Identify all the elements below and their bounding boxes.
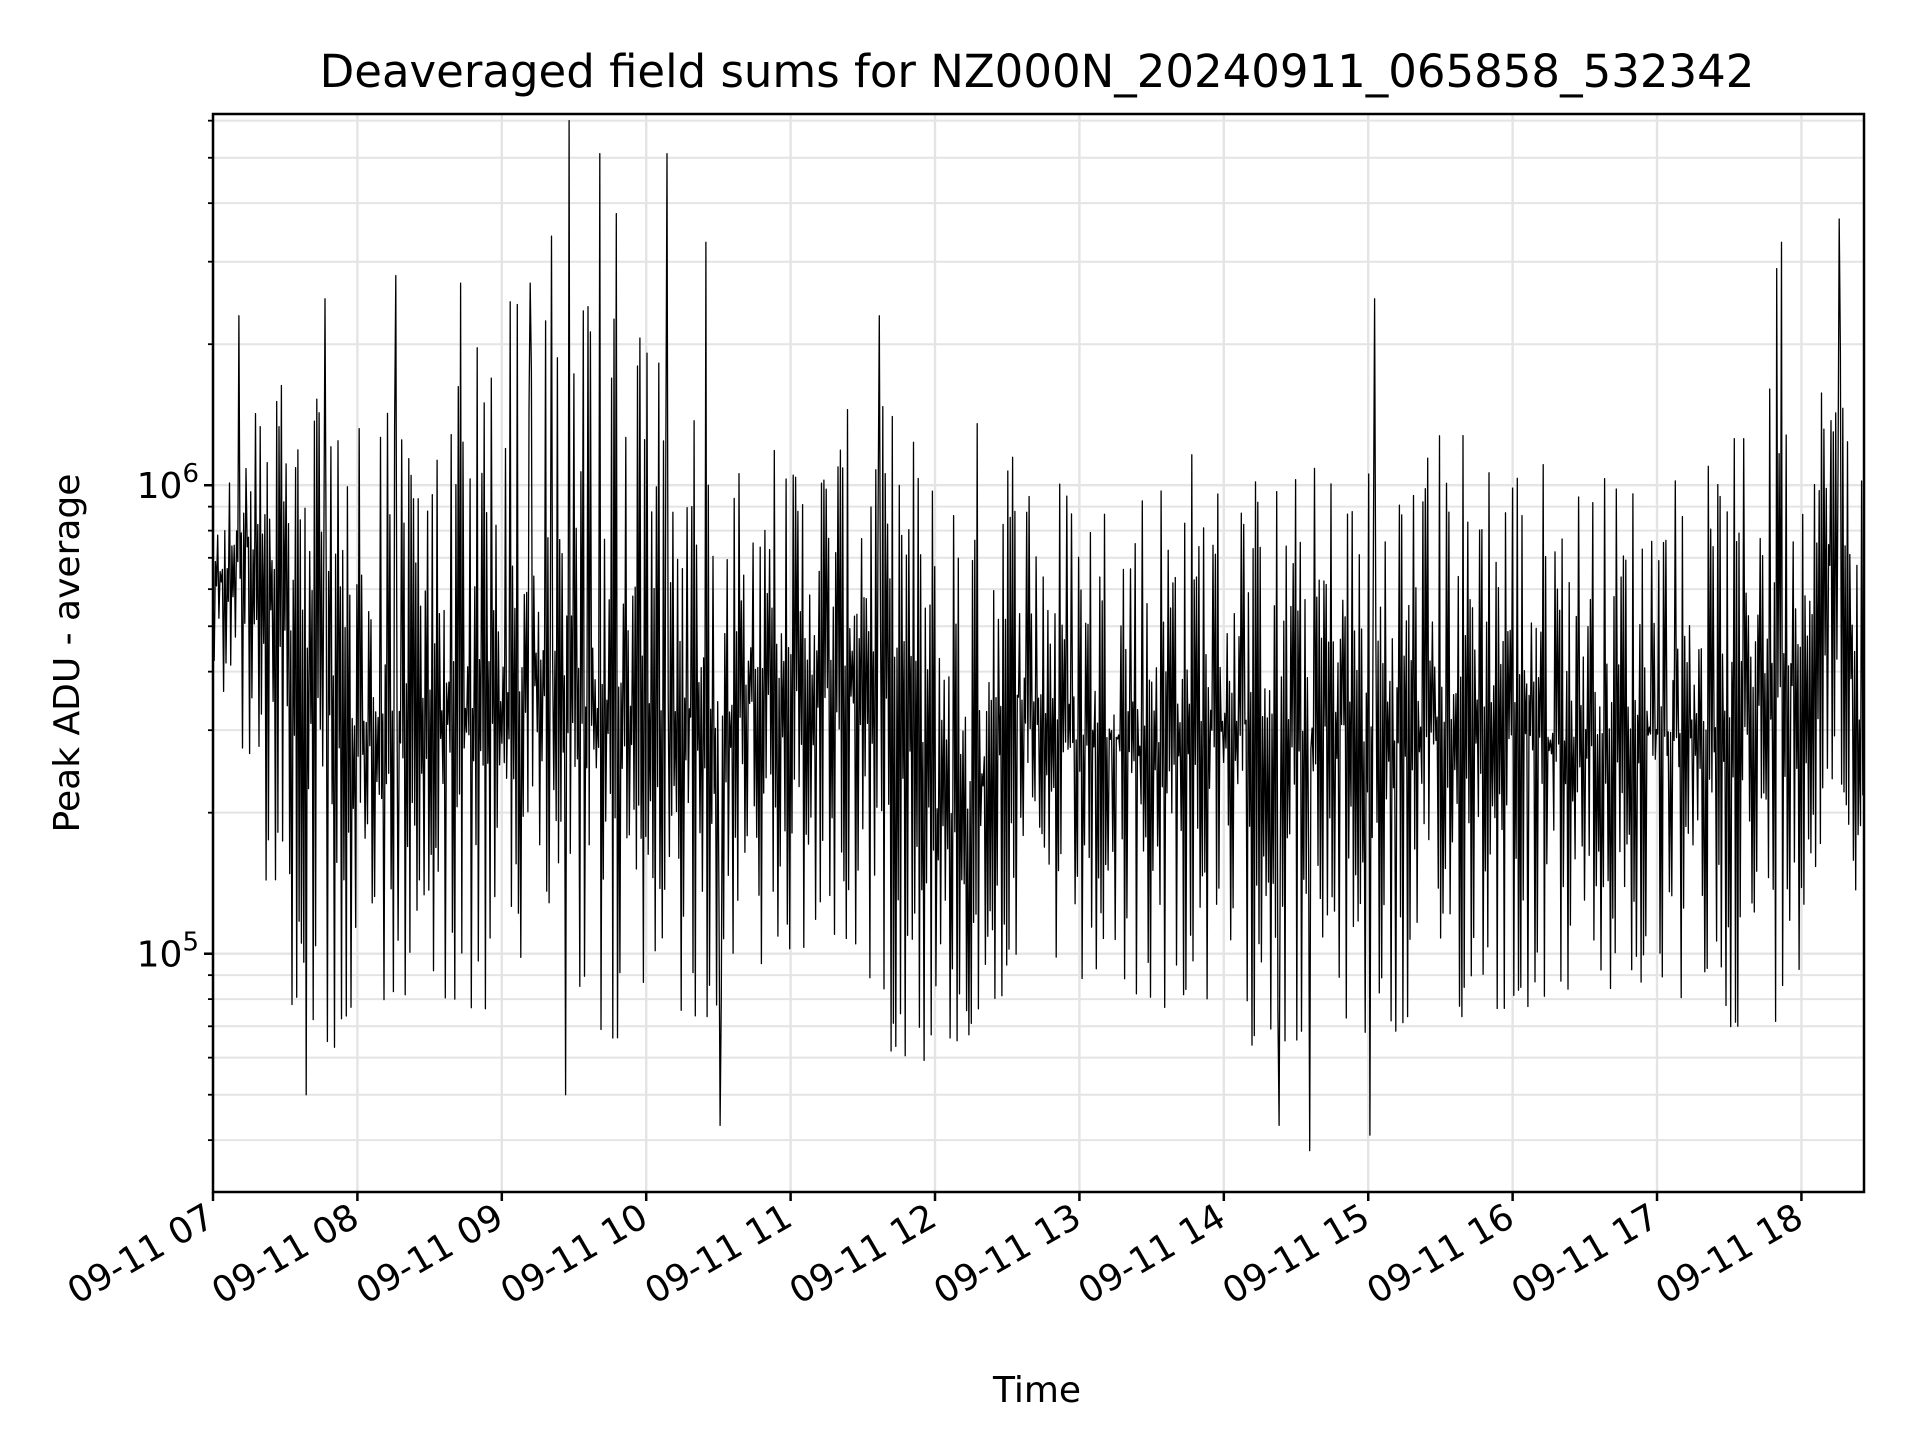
series-line xyxy=(212,120,1865,1152)
chart-title: Deaveraged field sums for NZ000N_2024091… xyxy=(320,45,1755,98)
y-tick-label: 105 xyxy=(137,928,199,976)
plot-area-frame xyxy=(211,112,1866,1194)
y-tick-label: 106 xyxy=(137,459,199,507)
series-layer xyxy=(212,120,1865,1152)
x-axis-label: Time xyxy=(992,1370,1081,1411)
y-axis-label: Peak ADU - average xyxy=(47,474,88,833)
